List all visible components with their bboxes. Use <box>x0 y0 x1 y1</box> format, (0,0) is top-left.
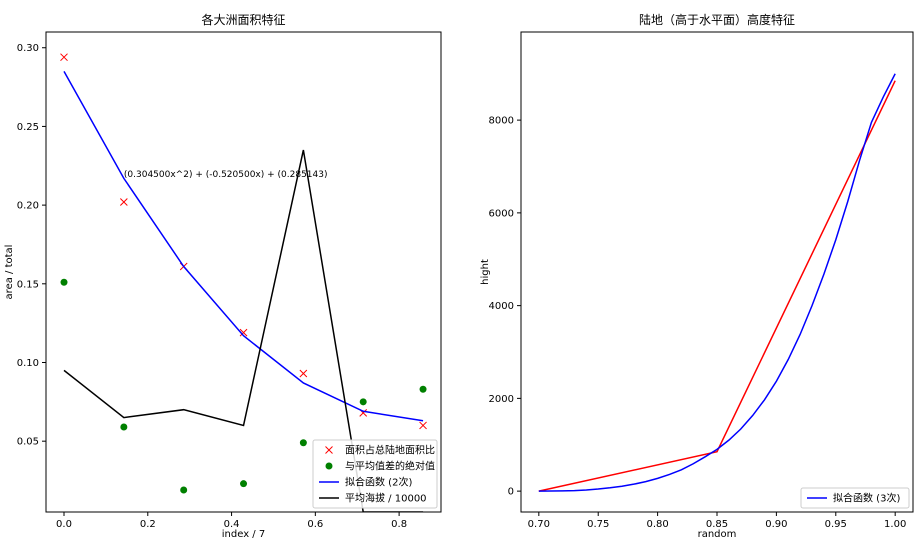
y-tick-label: 0.05 <box>17 437 39 448</box>
y-tick-label: 0.30 <box>17 43 39 54</box>
series-1-point <box>119 198 128 206</box>
x-tick-label: 0.0 <box>56 519 72 530</box>
legend-label: 面积占总陆地面积比 <box>345 444 435 457</box>
plot-frame <box>45 31 442 513</box>
legend-item: 平均海拔 / 10000 <box>319 492 427 505</box>
chart-title: 各大洲面积特征 <box>201 12 285 27</box>
legend-label: 拟合函数 (2次) <box>345 476 412 489</box>
x-tick-label: 0.2 <box>140 519 156 530</box>
series-2-point <box>299 439 307 447</box>
series-2-point <box>180 486 188 494</box>
series-2-point <box>60 278 68 286</box>
legend-item: 面积占总陆地面积比 <box>325 444 435 457</box>
y-tick-label: 2000 <box>489 394 514 405</box>
series-2-point <box>419 385 427 393</box>
y-axis-label: hight <box>480 259 491 285</box>
legend-item: 拟合函数 (2次) <box>319 476 412 489</box>
chart-area-characteristics: 各大洲面积特征 0.0 0.2 0.4 0.6 0.80.050.100.150.200… <box>4 12 442 540</box>
legend: 拟合函数 (3次) <box>800 487 910 509</box>
y-tick-label: 4000 <box>489 301 514 312</box>
y-tick-label: 0 <box>508 487 514 498</box>
series-1-point <box>60 53 68 62</box>
ticks-group: 0.70 0.75 0.80 0.85 0.90 0.95 1.00 0 2000 4000 600… <box>489 116 907 530</box>
legend-swatch <box>325 462 333 470</box>
x-tick-label: 0.75 <box>587 519 609 530</box>
chart-land-height: 陆地（高于水平面）高度特征 0.70 0.75 0.80 0.85 0.90 0.95 1.… <box>480 12 914 540</box>
x-tick-label: 0.6 <box>307 519 323 530</box>
x-axis-label: random <box>698 529 737 540</box>
y-tick-label: 6000 <box>489 208 514 219</box>
x-tick-label: 0.95 <box>825 519 847 530</box>
series-group <box>60 53 427 512</box>
series-group <box>538 73 896 492</box>
x-tick-label: 0.85 <box>706 519 728 530</box>
y-tick-label: 0.10 <box>17 358 39 369</box>
x-tick-label: 1.00 <box>884 519 906 530</box>
series-2-point <box>359 398 367 406</box>
legend-label: 平均海拔 / 10000 <box>345 492 427 505</box>
series-1-point <box>419 421 427 430</box>
chart-title: 陆地（高于水平面）高度特征 <box>639 12 795 27</box>
x-tick-label: 0.70 <box>528 519 550 530</box>
series-2-point <box>240 480 248 488</box>
series-1-line <box>538 80 896 492</box>
x-tick-label: 0.80 <box>646 519 668 530</box>
series-2-point <box>120 423 128 431</box>
series-1-point <box>239 328 248 337</box>
x-tick-label: 0.4 <box>224 519 240 530</box>
legend-label: 与平均值差的绝对值 <box>345 460 435 473</box>
legend-box <box>800 487 910 509</box>
series-2-line <box>538 73 896 492</box>
legend-label: 拟合函数 (3次) <box>833 492 900 505</box>
y-tick-label: 0.15 <box>17 279 39 290</box>
ticks-group: 0.0 0.2 0.4 0.6 0.8 0.05 0.10 0.15 0.20 0.25 0.30 <box>17 43 407 530</box>
x-tick-label: 0.90 <box>765 519 787 530</box>
plot-frame <box>520 31 914 513</box>
legend-item: 与平均值差的绝对值 <box>325 460 435 473</box>
x-axis-label: index / 7 <box>222 529 265 540</box>
fit-equation-annotation: (0.304500x^2) + (-0.520500x) + (0.285143… <box>124 170 328 180</box>
y-tick-label: 0.25 <box>17 122 39 133</box>
series-3-line <box>63 70 424 422</box>
x-tick-label: 0.8 <box>391 519 407 530</box>
y-axis-label: area / total <box>4 245 15 300</box>
legend-swatch <box>325 446 333 454</box>
series-4-line <box>63 149 424 512</box>
y-tick-label: 0.20 <box>17 201 39 212</box>
y-tick-label: 8000 <box>489 116 514 127</box>
legend-box <box>312 439 438 509</box>
series-1-point <box>299 369 308 378</box>
legend-item: 拟合函数 (3次) <box>807 492 900 505</box>
